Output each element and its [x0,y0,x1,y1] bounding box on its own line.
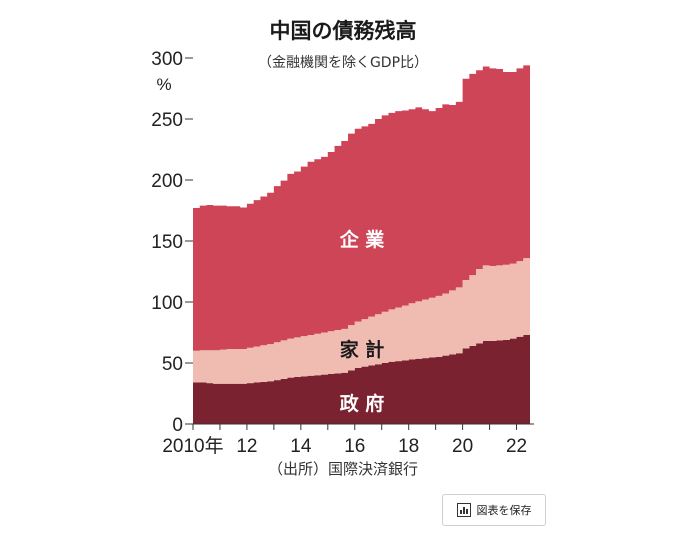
y-tick-label: 100 [151,293,183,314]
save-button-label: 図表を保存 [476,504,532,517]
y-tick-label: 300 [151,49,183,70]
chart-title: 中国の債務残高 [270,19,417,43]
y-tick-label: 150 [151,232,183,253]
x-tick-label: 2010年 [162,435,223,457]
y-tick-label: 0 [172,415,183,436]
series-label: 企 業 [339,228,386,251]
bar-chart-icon [456,503,471,517]
series-labels: 企 業家 計政 府 [339,228,386,415]
y-axis: 0 50 100 150 200 250 300 [151,49,193,436]
x-tick-label: 16 [344,436,365,457]
series-label: 家 計 [340,338,385,361]
x-tick-label: 12 [236,436,257,457]
source-note: （出所）国際決済銀行 [268,460,418,478]
chart-subtitle: （金融機関を除くGDP比） [258,55,428,71]
y-unit-label: % [156,75,171,94]
save-chart-button[interactable]: 図表を保存 [442,494,546,526]
y-tick-label: 250 [151,110,183,131]
stacked-areas [193,65,530,424]
x-tick-label: 14 [290,436,312,457]
series-label: 政 府 [340,392,385,415]
area-series-0 [193,334,530,424]
y-tick-label: 200 [151,171,183,192]
area-series-2 [193,65,530,351]
x-axis: 2010年 12 14 16 18 20 22 [162,423,534,457]
x-tick-label: 18 [398,436,419,457]
x-tick-label: 20 [452,436,473,457]
y-tick-label: 50 [162,354,183,375]
x-tick-label: 22 [506,436,527,457]
